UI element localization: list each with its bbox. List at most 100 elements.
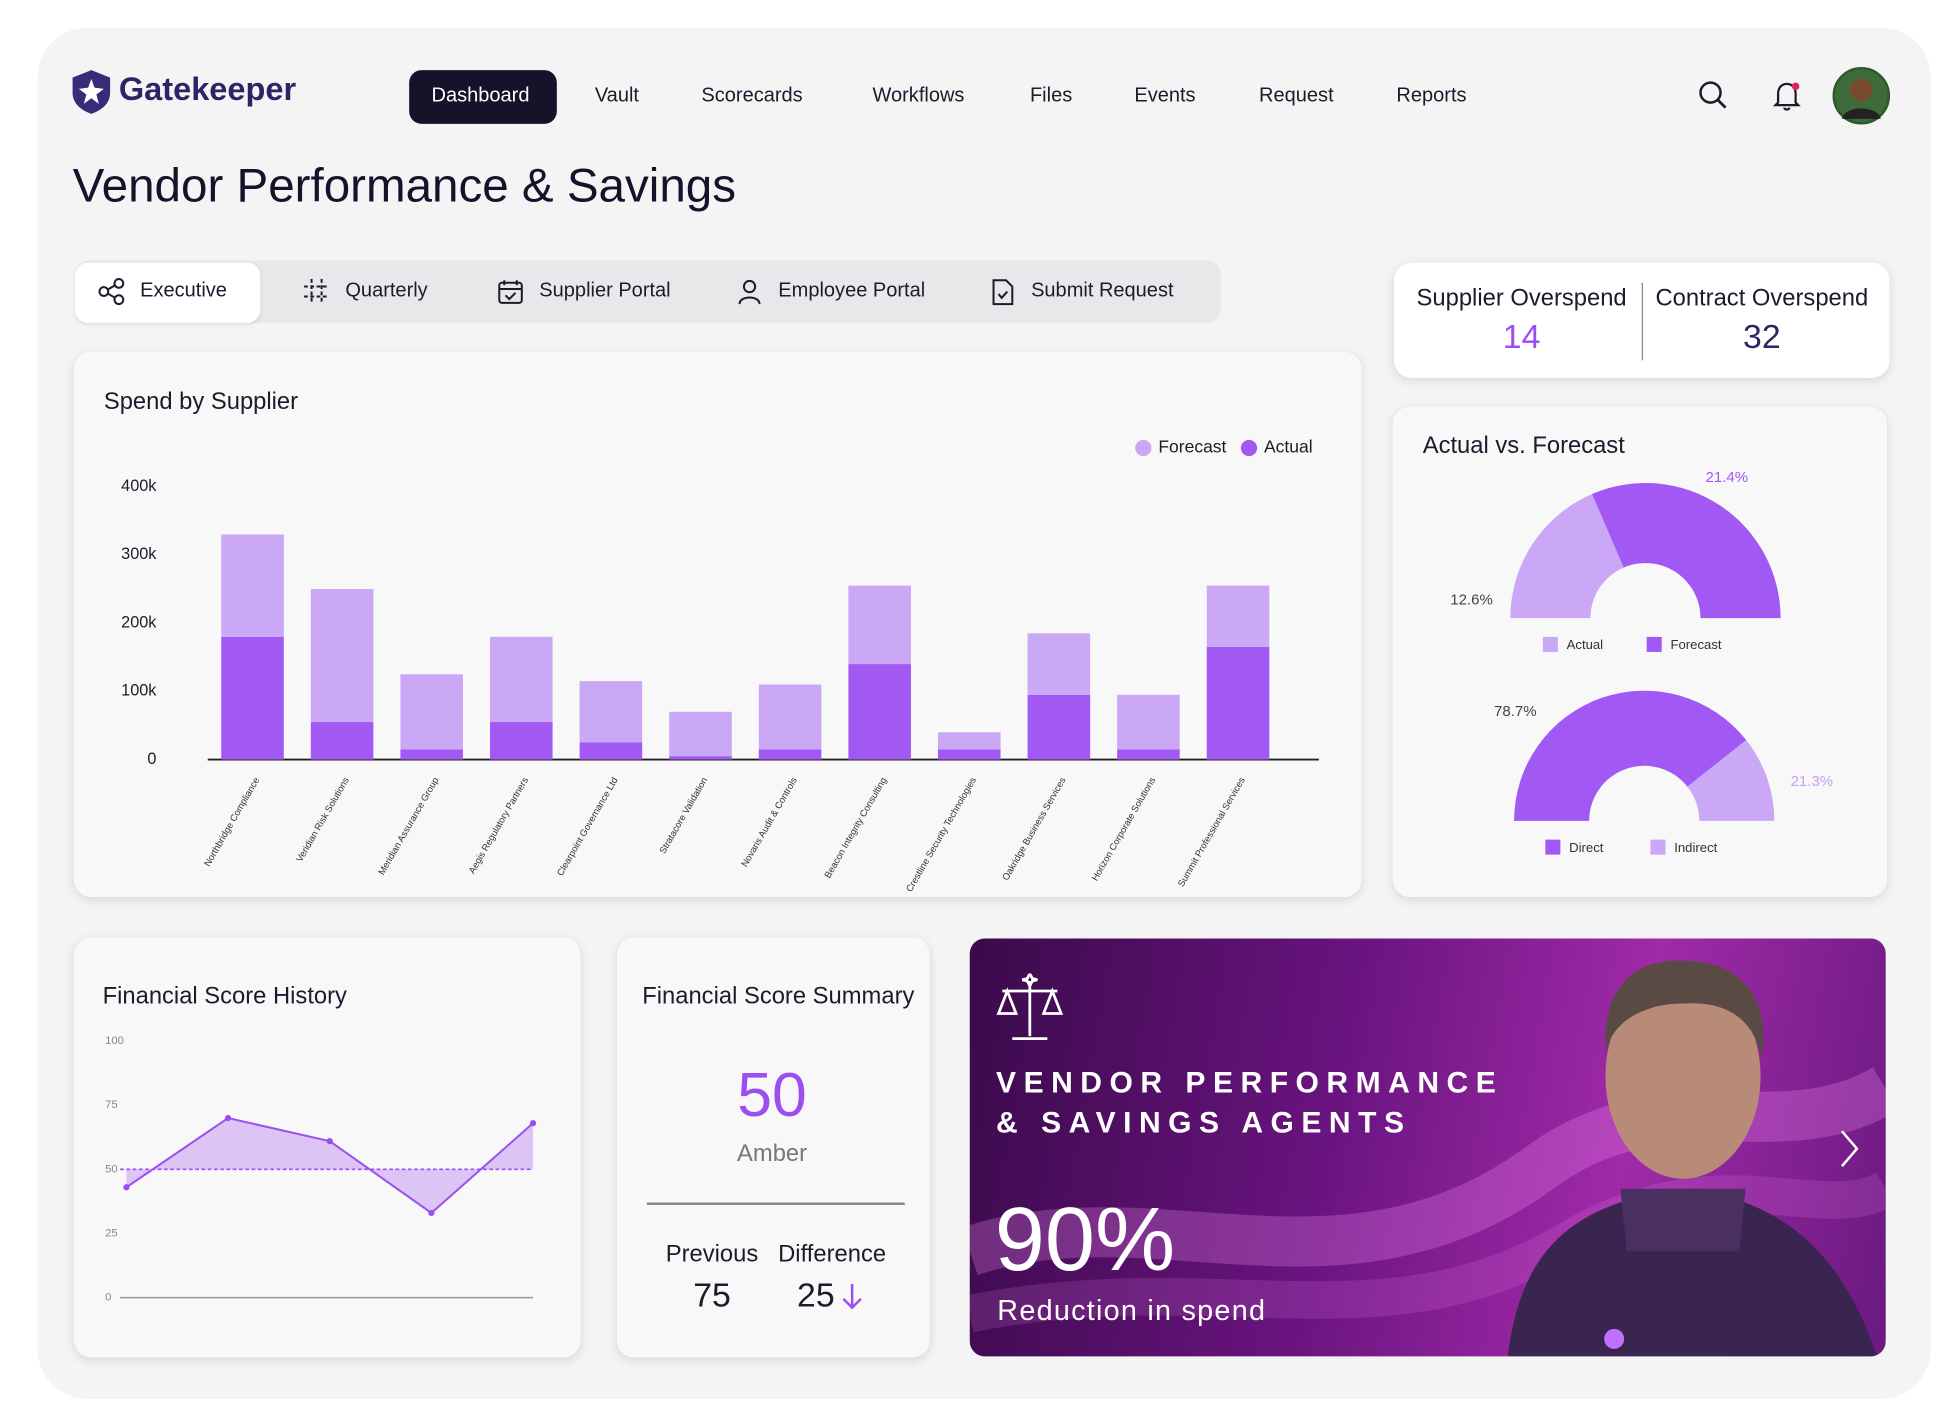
nav-item[interactable]: Events	[1134, 85, 1196, 107]
bar-segment	[310, 722, 374, 760]
x-tick-label: Stratacore Validation	[658, 776, 710, 856]
legend-swatch	[1650, 839, 1666, 855]
legend-swatch	[1240, 439, 1258, 457]
bar-segment	[1206, 647, 1270, 760]
bar-segment	[758, 749, 822, 760]
score-value: 50	[737, 1059, 807, 1130]
tab-icon	[738, 279, 761, 305]
x-tick-label: Crestline Security Technologies	[904, 775, 978, 893]
tab-icon	[992, 279, 1014, 306]
previous-label: Previous	[665, 1241, 759, 1268]
tab-label: Executive	[140, 280, 227, 302]
bar-segment	[221, 636, 284, 760]
banner-art	[969, 960, 1886, 1357]
nav-item[interactable]: Reports	[1396, 85, 1467, 107]
tab-active[interactable]	[75, 262, 261, 323]
nav-item[interactable]: Dashboard	[431, 85, 530, 107]
value-label: 21.4%	[1706, 469, 1749, 486]
tab[interactable]: Employee Portal	[736, 278, 925, 306]
value-label: 12.6%	[1450, 592, 1493, 609]
line-point	[428, 1209, 435, 1217]
legend-swatch	[1135, 439, 1152, 457]
legend-label: Forecast	[1158, 437, 1226, 457]
bar-segment	[848, 664, 911, 760]
banner[interactable]: VENDOR PERFORMANCE & SAVINGS AGENTS 90% …	[969, 938, 1886, 1357]
tab[interactable]: Quarterly	[303, 278, 428, 306]
legend-label: Forecast	[1670, 637, 1721, 652]
bar-segment	[400, 674, 463, 750]
legend-label: Indirect	[1674, 840, 1717, 855]
logo-icon	[72, 70, 111, 114]
page-title: Vendor Performance & Savings	[72, 160, 736, 213]
bar-segment	[1117, 694, 1180, 750]
tab-icon	[304, 279, 330, 305]
nav-item[interactable]: Workflows	[872, 85, 965, 107]
value-label: 78.7%	[1494, 703, 1537, 720]
bar-segment	[758, 684, 822, 750]
summary-divider	[646, 1202, 905, 1206]
y-tick-label: 100	[105, 1035, 124, 1047]
x-tick-label: Summit Professional Services	[1176, 775, 1247, 888]
scales-icon	[996, 973, 1064, 1040]
kpi-value: 32	[1743, 317, 1781, 356]
tab-label: Quarterly	[345, 280, 428, 302]
bar-segment	[579, 742, 643, 760]
y-tick-label: 400k	[121, 477, 157, 495]
nav-active-pill[interactable]	[409, 70, 557, 124]
x-tick-label: Aegis Regulatory Partners	[467, 775, 531, 875]
avatar[interactable]	[1832, 66, 1891, 125]
legend-swatch	[1545, 839, 1561, 855]
legend-swatch	[1646, 636, 1662, 652]
nav-item[interactable]: Request	[1259, 85, 1334, 107]
donut-segment	[1510, 494, 1624, 619]
donut-segment	[1592, 483, 1781, 619]
legend-label: Actual	[1264, 437, 1313, 457]
bar-segment	[937, 732, 1001, 750]
kpi-divider	[1641, 282, 1643, 361]
banner-stat-label: Reduction in spend	[997, 1293, 1267, 1327]
bar-segment	[490, 636, 553, 723]
line-point	[326, 1137, 333, 1145]
bar-segment	[669, 756, 732, 760]
bar-segment	[1206, 585, 1270, 648]
line-point	[529, 1120, 537, 1127]
line-point	[224, 1114, 232, 1122]
chart-title: Actual vs. Forecast	[1423, 432, 1625, 459]
tab[interactable]: Submit Request	[989, 278, 1174, 306]
y-tick-label: 25	[105, 1227, 118, 1239]
kpi-label: Supplier Overspend	[1416, 285, 1627, 312]
bell-icon[interactable]	[1772, 79, 1805, 114]
bar-segment	[848, 585, 911, 665]
banner-headline: VENDOR PERFORMANCE	[996, 1066, 1504, 1100]
legend-label: Direct	[1569, 840, 1604, 855]
y-tick-label: 200k	[121, 613, 157, 631]
x-tick-label: Clearpoint Governance Ltd	[555, 776, 620, 878]
previous-value: 75	[693, 1276, 731, 1314]
next-arrow[interactable]	[1837, 1127, 1862, 1170]
line-point	[123, 1184, 130, 1191]
x-tick-label: Beacon Integrity Consulting	[823, 776, 889, 880]
nav-item[interactable]: Scorecards	[701, 85, 803, 107]
x-tick-label: Novaris Audit & Controls	[739, 775, 799, 868]
history-card	[73, 937, 581, 1358]
down-arrow	[842, 1283, 862, 1310]
tab-icon	[98, 278, 125, 306]
y-tick-label: 50	[105, 1163, 118, 1175]
donut-segment	[1687, 740, 1775, 821]
nav-item[interactable]: Vault	[594, 85, 639, 107]
chart-title: Financial Score History	[103, 983, 347, 1010]
tab-label: Employee Portal	[778, 280, 926, 302]
nav-item[interactable]: Files	[1029, 85, 1073, 107]
y-tick-label: 300k	[121, 545, 157, 563]
bar-segment	[1117, 749, 1180, 760]
tab-label: Submit Request	[1031, 280, 1174, 302]
tab[interactable]: Supplier Portal	[497, 278, 671, 306]
card-title: Financial Score Summary	[642, 983, 915, 1010]
score-rating: Amber	[737, 1141, 808, 1168]
x-tick-label: Horizon Corporate Solutions	[1090, 775, 1158, 882]
bar-segment	[1027, 633, 1091, 695]
search-icon[interactable]	[1697, 79, 1730, 112]
tab[interactable]: Executive	[98, 278, 227, 306]
bar-segment	[669, 711, 732, 757]
bar-segment	[490, 722, 553, 760]
